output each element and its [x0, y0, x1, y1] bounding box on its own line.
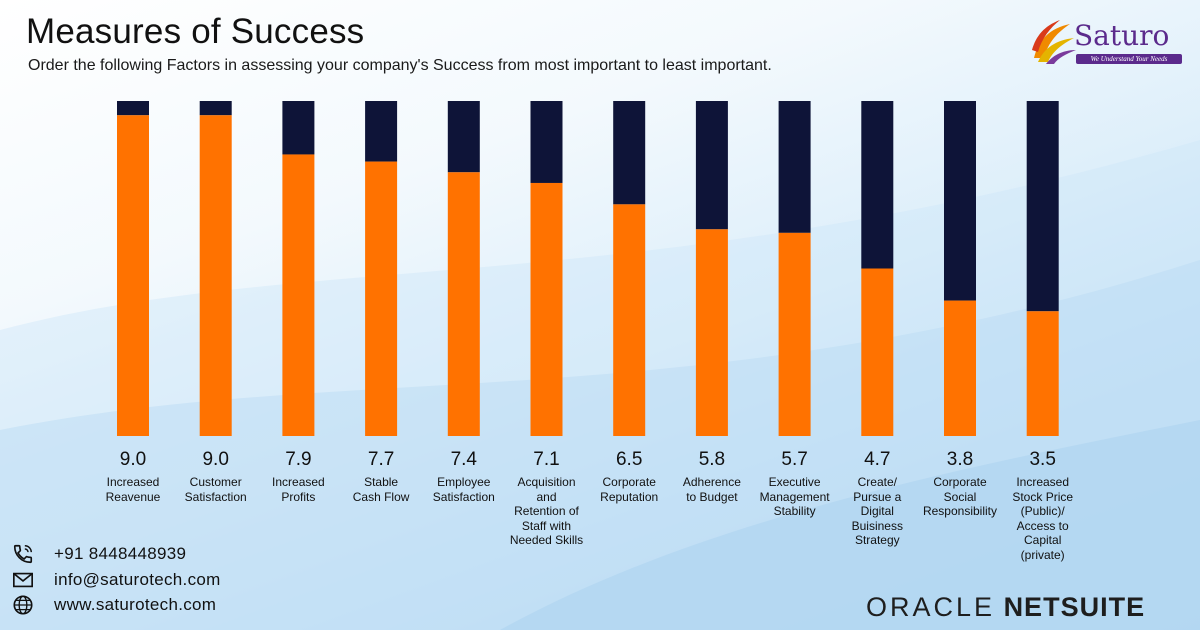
- category-label: Increased Stock Price (Public)/Access to Ca…: [1012, 475, 1074, 562]
- value-label: 3.5: [1029, 449, 1055, 470]
- category-label: Stable Cash Flow: [352, 475, 410, 504]
- category-label: Employee Satisfaction: [432, 475, 495, 504]
- contact-phone: +91 8448448939: [12, 543, 186, 565]
- website-url[interactable]: www.saturotech.com: [54, 595, 217, 614]
- bar-score: [199, 115, 232, 437]
- bar-remainder: [613, 101, 646, 205]
- globe-icon: [13, 595, 33, 615]
- bar-score: [778, 232, 811, 436]
- chart-title: Measures of Success: [26, 12, 365, 51]
- bar-score: [365, 161, 398, 436]
- category-label: Increased Profits: [272, 475, 325, 504]
- value-label: 9.0: [202, 449, 228, 470]
- bar-score: [1026, 311, 1059, 436]
- category-label: Customer Satisfaction: [184, 475, 247, 504]
- bar-score: [695, 229, 728, 436]
- value-label: 7.4: [451, 449, 478, 470]
- bar-score: [944, 300, 976, 436]
- bar-remainder: [695, 101, 728, 230]
- oracle-wordmark: ORACLE: [866, 592, 996, 622]
- chart-subtitle: Order the following Factors in assessing…: [28, 57, 772, 74]
- value-label: 7.1: [533, 449, 559, 470]
- bar-remainder: [530, 101, 563, 183]
- netsuite-wordmark: NETSUITE: [1003, 592, 1146, 622]
- bar-score: [530, 182, 563, 436]
- value-label: 5.8: [699, 449, 725, 470]
- logo-name: Saturo: [1074, 19, 1170, 52]
- saturo-leaf-icon: [1032, 20, 1076, 64]
- value-label: 9.0: [120, 449, 146, 470]
- bar-score: [282, 154, 315, 436]
- category-label: Create/Pursue a Digital Buisiness Strategy: [851, 475, 903, 547]
- bar-remainder: [199, 101, 232, 116]
- bar-remainder: [447, 101, 480, 173]
- category-label: Corporate Reputation: [600, 475, 659, 504]
- value-label: 7.7: [368, 449, 394, 470]
- value-label: 5.7: [781, 449, 807, 470]
- bar-remainder: [861, 101, 894, 269]
- mail-icon: [13, 572, 33, 588]
- phone-icon: [13, 544, 33, 564]
- category-label: Adherence to Budget: [682, 475, 741, 504]
- bar-score: [613, 204, 646, 436]
- phone-number[interactable]: +91 8448448939: [54, 544, 187, 563]
- oracle-netsuite-logo: ORACLE NETSUITE: [866, 592, 1145, 623]
- category-label: Corporate Social Responsibility: [922, 475, 998, 518]
- bar-remainder: [778, 101, 811, 233]
- email-address[interactable]: info@saturotech.com: [54, 570, 221, 589]
- value-label: 6.5: [616, 449, 642, 470]
- bar-remainder: [365, 101, 398, 162]
- bar-remainder: [1026, 101, 1059, 312]
- category-label: Increased Reavenue: [105, 475, 161, 504]
- bar-score: [861, 268, 894, 436]
- bar-score: [117, 115, 149, 437]
- category-label: Executive Management Stability: [759, 475, 830, 518]
- category-label: Acquisition and Retention of Staff with Need…: [509, 475, 584, 547]
- bar-remainder: [117, 101, 149, 116]
- value-label: 7.9: [285, 449, 311, 470]
- contact-website: www.saturotech.com: [12, 594, 216, 616]
- value-label: 3.8: [947, 449, 973, 470]
- bar-remainder: [944, 101, 976, 301]
- contact-email: info@saturotech.com: [12, 569, 221, 591]
- value-label: 4.7: [864, 449, 890, 470]
- logo-tagline: We Understand Your Needs: [1076, 54, 1182, 64]
- saturo-logo: Saturo We Understand Your Needs: [1030, 16, 1190, 72]
- bar-score: [447, 172, 480, 436]
- bar-remainder: [282, 101, 315, 155]
